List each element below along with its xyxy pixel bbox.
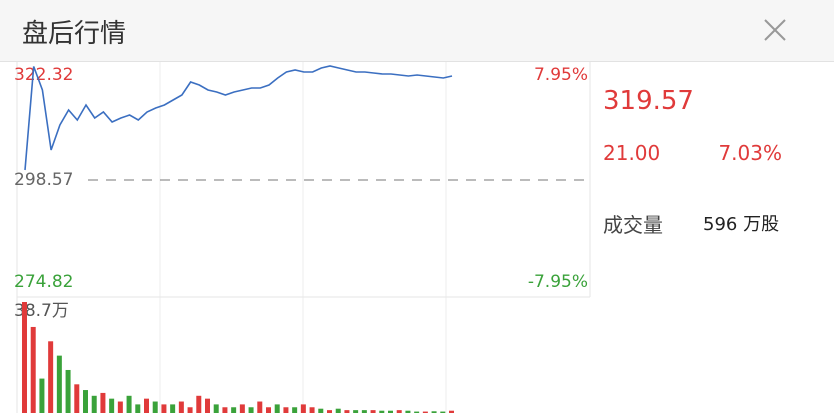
volume-bar <box>117 401 123 413</box>
volume-bar <box>309 407 315 413</box>
volume-bar <box>91 395 97 413</box>
chart: 322.32 298.57 274.82 7.95% -7.95% 38.7万 <box>14 62 591 413</box>
volume-bar <box>187 407 193 413</box>
volume-bar <box>396 410 402 413</box>
volume-bar <box>379 410 385 413</box>
volume-label: 成交量 <box>603 213 663 237</box>
volume-bar <box>170 404 176 413</box>
volume-bar <box>222 407 228 413</box>
volume-bar <box>39 378 45 413</box>
change: 21.00 <box>603 141 661 165</box>
volume-bar <box>56 355 62 413</box>
header: 盘后行情 <box>0 0 834 62</box>
y-tick-label: 298.57 <box>14 170 73 190</box>
price-line <box>24 65 453 171</box>
volume-bar <box>405 410 411 413</box>
volume-bar <box>327 410 332 413</box>
volume-bar <box>144 398 149 413</box>
volume-bar <box>161 404 167 413</box>
volume-bar <box>65 369 71 413</box>
volume-bar <box>248 407 254 413</box>
last-price: 319.57 <box>603 86 694 116</box>
volume-bar <box>239 404 245 413</box>
y-tick-label: 274.82 <box>14 272 73 292</box>
volume-bar <box>74 384 80 413</box>
volume-bar <box>335 408 341 413</box>
volume-bar <box>370 410 376 413</box>
volume-bar <box>83 390 88 413</box>
volume-bar <box>152 401 158 413</box>
volume-bar <box>283 407 289 413</box>
volume-bar <box>213 404 219 413</box>
volume-bar <box>361 410 367 413</box>
volume: 596 万股 <box>703 214 780 235</box>
volume-bar <box>414 411 420 413</box>
volume-bar <box>431 411 437 413</box>
y-tick-label: 322.32 <box>14 65 73 85</box>
volume-bar <box>231 407 237 413</box>
volume-bar <box>292 407 298 413</box>
change-percent: 7.03% <box>718 141 782 165</box>
volume-bar <box>126 395 132 413</box>
volume-bar <box>22 302 27 413</box>
volume-bar <box>300 404 306 413</box>
title: 盘后行情 <box>22 19 127 49</box>
volume-bar <box>257 401 263 413</box>
volume-bar <box>440 411 446 413</box>
volume-bar <box>274 404 280 413</box>
volume-bar <box>266 407 271 413</box>
volume-bar <box>135 404 141 413</box>
volume-bar <box>449 410 454 413</box>
volume-bar <box>30 326 36 413</box>
y2-tick-label: -7.95% <box>528 272 588 292</box>
volume-bar <box>205 398 210 413</box>
volume-bar <box>178 401 184 413</box>
volume-bar <box>344 410 350 413</box>
volume-bar <box>353 410 359 413</box>
volume-bar <box>388 410 393 413</box>
y2-tick-label: 7.95% <box>534 65 588 85</box>
volume-bar <box>422 411 428 413</box>
volume-bar <box>109 398 115 413</box>
volume-bar <box>196 395 202 413</box>
volume-bar <box>318 408 324 413</box>
volume-bar <box>100 392 106 413</box>
y-tick-label: 38.7万 <box>14 301 69 321</box>
close-button[interactable] <box>763 18 787 42</box>
volume-bar <box>48 341 54 413</box>
